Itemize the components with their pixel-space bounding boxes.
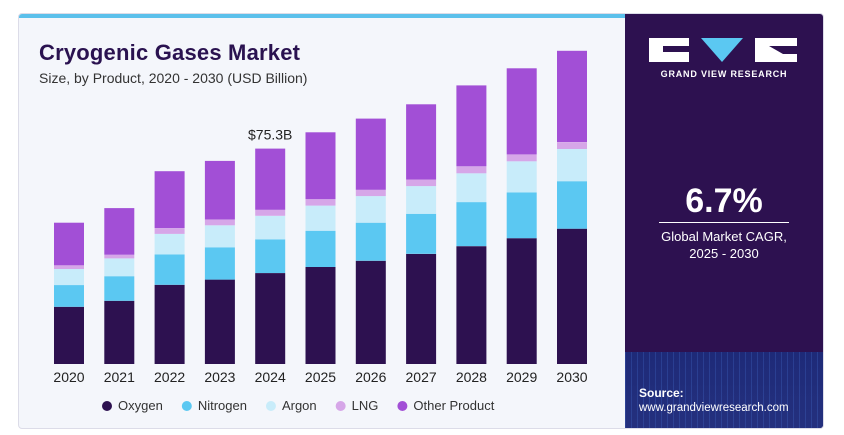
legend-label-oxygen: Oxygen: [118, 398, 163, 413]
bar-segment-argon-2029: [506, 161, 537, 193]
bar-segment-lng-2021: [104, 254, 135, 259]
bar-segment-lng-2025: [305, 199, 336, 206]
x-tick-label-2028: 2028: [456, 369, 487, 385]
bar-segment-lng-2030: [557, 142, 587, 149]
bar-segment-lng-2020: [54, 265, 84, 269]
source-link[interactable]: www.grandviewresearch.com: [639, 402, 789, 414]
legend-swatch-oxygen: [102, 401, 112, 411]
bar-segment-lng-2028: [456, 166, 487, 174]
bar-segment-argon-2028: [456, 173, 487, 203]
bar-segment-lng-2022: [154, 228, 185, 234]
bar-segment-nitrogen-2025: [305, 230, 336, 267]
bar-segment-lng-2027: [406, 179, 437, 187]
legend-label-argon: Argon: [282, 398, 317, 413]
x-tick-label-2026: 2026: [355, 369, 386, 385]
bar-segment-argon-2025: [305, 205, 336, 231]
grand-view-research-logo: [649, 38, 797, 62]
bar-segment-other-product-2022: [154, 171, 185, 229]
bar-segment-other-product-2028: [456, 85, 487, 167]
bar-segment-argon-2021: [104, 258, 135, 277]
legend-swatch-argon: [265, 401, 276, 411]
bar-segment-oxygen-2030: [557, 228, 587, 364]
bar-segment-lng-2023: [204, 219, 235, 226]
bar-segment-argon-2027: [406, 186, 437, 214]
source-background: [625, 352, 823, 428]
bar-segment-nitrogen-2026: [355, 222, 386, 261]
bar-segment-nitrogen-2022: [154, 254, 185, 285]
legend-label-other-product: Other Product: [413, 398, 494, 413]
bar-segment-argon-2026: [355, 196, 386, 223]
bar-segment-nitrogen-2028: [456, 202, 487, 247]
bar-segment-other-product-2026: [355, 118, 386, 190]
bar-segment-nitrogen-2024: [255, 239, 286, 273]
bar-segment-nitrogen-2023: [204, 247, 235, 280]
bar-segment-oxygen-2022: [154, 284, 185, 364]
bar-segment-argon-2023: [204, 225, 235, 248]
cagr-value: 6.7%: [685, 182, 763, 220]
legend-label-lng: LNG: [352, 398, 379, 413]
bar-segment-argon-2024: [255, 215, 286, 240]
accent-bar: [19, 14, 625, 18]
brand-name: GRAND VIEW RESEARCH: [660, 69, 788, 79]
bar-segment-nitrogen-2030: [557, 181, 587, 229]
bar-segment-other-product-2021: [104, 208, 135, 255]
bar-segment-oxygen-2023: [204, 279, 235, 364]
bar-segment-oxygen-2026: [355, 260, 386, 364]
bar-segment-oxygen-2020: [54, 306, 84, 364]
x-tick-label-2020: 2020: [53, 369, 84, 385]
bar-segment-nitrogen-2027: [406, 213, 437, 254]
x-tick-label-2023: 2023: [204, 369, 235, 385]
chart-subtitle: Size, by Product, 2020 - 2030 (USD Billi…: [39, 70, 308, 86]
bar-segment-other-product-2023: [204, 160, 235, 220]
x-tick-label-2027: 2027: [406, 369, 437, 385]
bar-segment-nitrogen-2021: [104, 276, 135, 301]
bar-segment-other-product-2024: [255, 148, 286, 210]
x-tick-label-2024: 2024: [255, 369, 286, 385]
x-tick-label-2025: 2025: [305, 369, 336, 385]
legend-swatch-nitrogen: [181, 401, 192, 411]
x-tick-label-2022: 2022: [154, 369, 185, 385]
bar-segment-other-product-2025: [305, 132, 336, 200]
cagr-divider: [659, 222, 789, 223]
source-label: Source:: [639, 386, 684, 400]
bar-segment-oxygen-2021: [104, 300, 135, 364]
info-panel: GRAND VIEW RESEARCH 6.7% Global Market C…: [625, 14, 823, 428]
x-tick-label-2029: 2029: [506, 369, 537, 385]
legend-swatch-other-product: [397, 401, 408, 411]
bar-segment-argon-2022: [154, 233, 185, 255]
bar-segment-lng-2026: [355, 189, 386, 197]
stacked-bar-chart: 2020 2021 2022 2023 2024 2025 2026 2027 2028 2029…: [53, 50, 588, 413]
bar-segment-oxygen-2027: [406, 253, 437, 364]
bar-segment-other-product-2020: [54, 222, 84, 266]
bar-segment-oxygen-2025: [305, 267, 336, 364]
bar-segment-other-product-2030: [557, 50, 587, 142]
bar-segment-nitrogen-2029: [506, 192, 537, 239]
legend-label-nitrogen: Nitrogen: [198, 398, 247, 413]
bar-segment-oxygen-2029: [506, 238, 537, 364]
legend-swatch-lng: [335, 401, 346, 411]
bar-segment-other-product-2029: [506, 68, 537, 155]
bar-segment-other-product-2027: [406, 104, 437, 180]
x-tick-label-2030: 2030: [556, 369, 587, 385]
bar-segment-argon-2030: [557, 148, 587, 182]
cagr-label: Global Market CAGR, 2025 - 2030: [625, 228, 823, 262]
bar-segment-oxygen-2028: [456, 246, 487, 364]
chart-area: Cryogenic Gases Market Size, by Product,…: [19, 18, 625, 428]
cagr-label-line2: 2025 - 2030: [689, 246, 759, 261]
bar-segment-argon-2020: [54, 269, 84, 285]
bar-segment-nitrogen-2020: [54, 285, 84, 307]
chart-title: Cryogenic Gases Market: [39, 40, 301, 65]
data-label-2024: $75.3B: [248, 127, 292, 143]
x-tick-label-2021: 2021: [104, 369, 135, 385]
bar-segment-lng-2029: [506, 154, 537, 162]
bar-segment-oxygen-2024: [255, 273, 286, 364]
cagr-label-line1: Global Market CAGR,: [661, 229, 787, 244]
chart-card: Cryogenic Gases Market Size, by Product,…: [18, 13, 824, 429]
bar-segment-lng-2024: [255, 209, 286, 216]
